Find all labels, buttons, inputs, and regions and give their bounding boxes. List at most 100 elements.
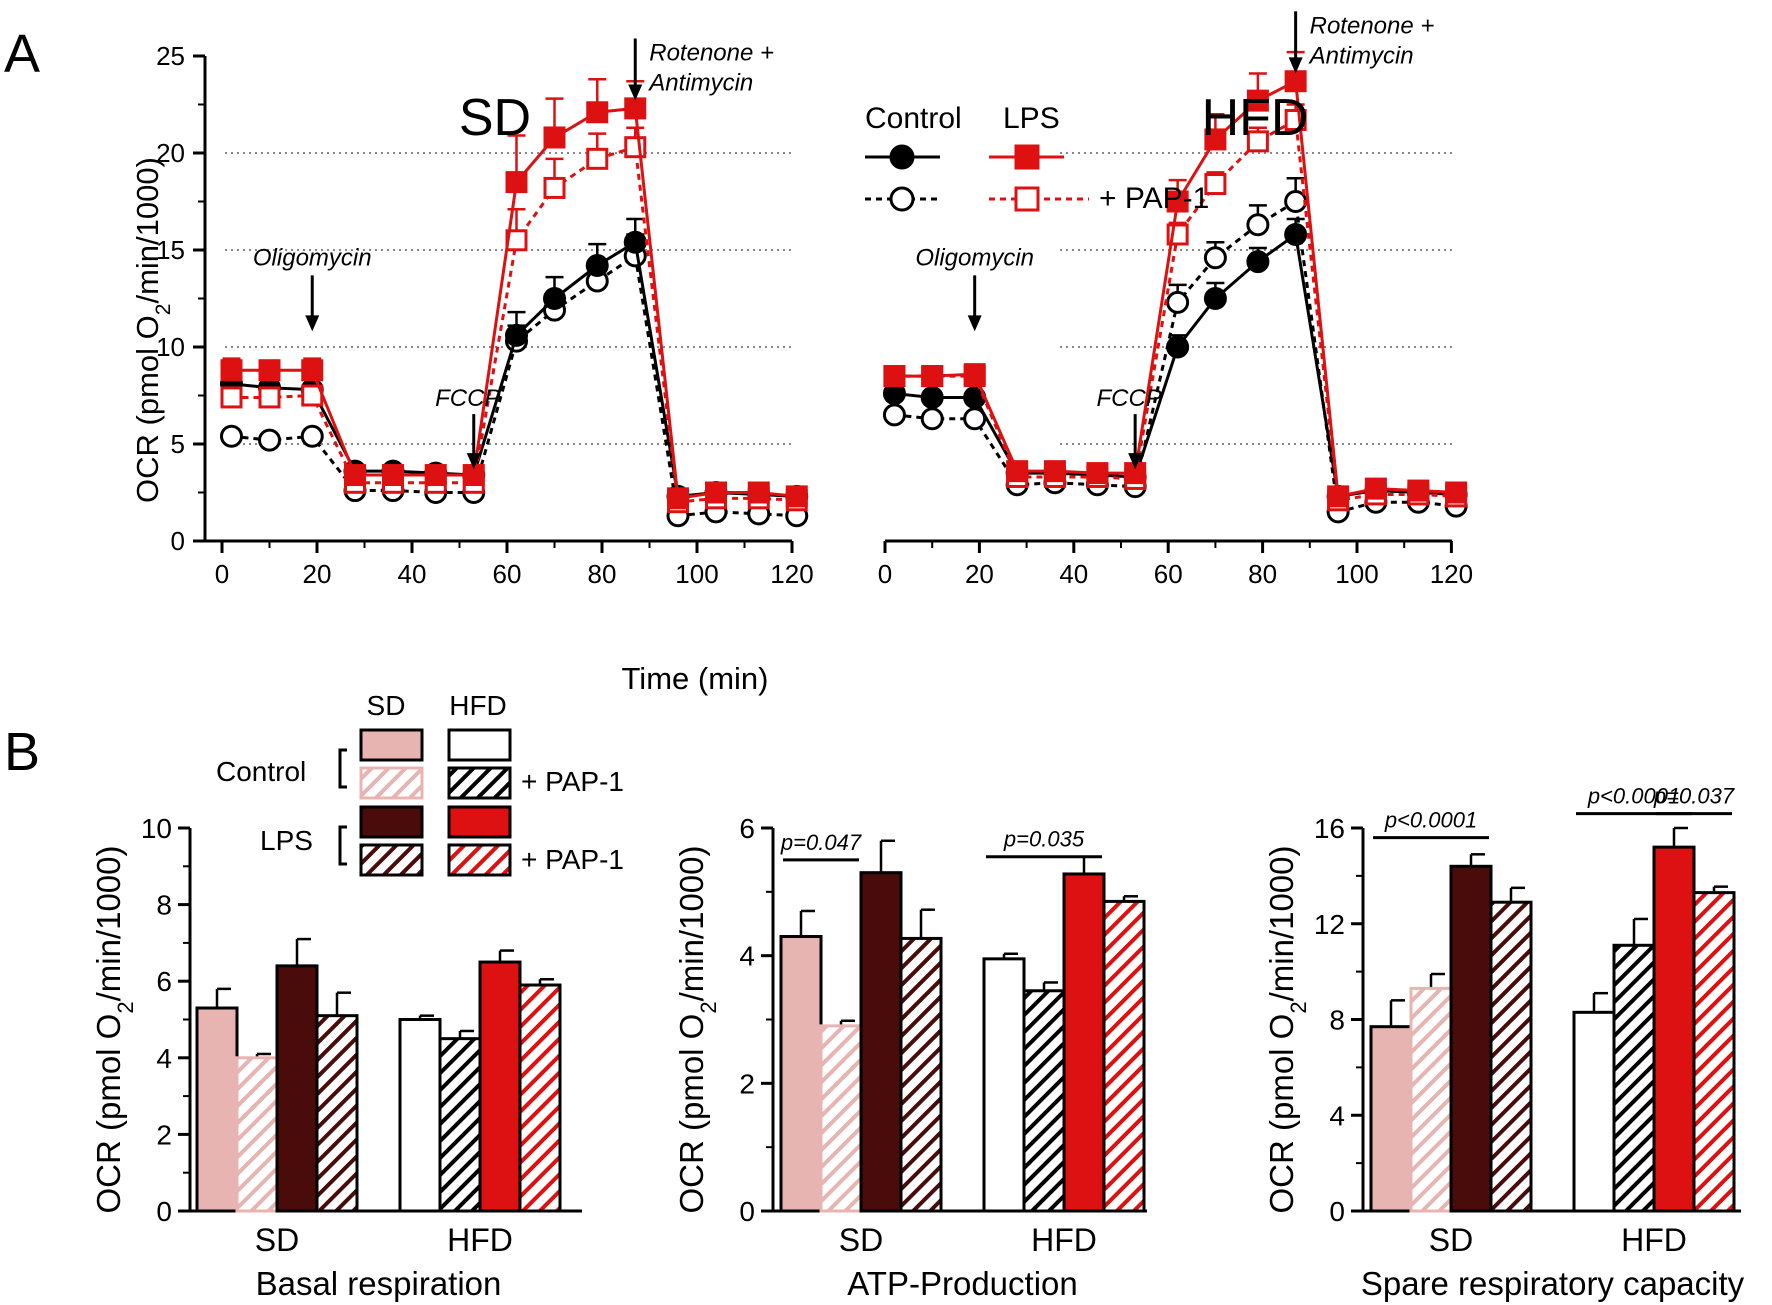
y-tick-label: 0: [171, 526, 185, 556]
annotation-oligomycin: Oligomycin: [253, 244, 372, 271]
significance-label: p=0.037: [1653, 784, 1735, 809]
data-point: [1246, 250, 1270, 274]
x-tick-label: 40: [1059, 559, 1088, 589]
legend-b: SD HFD Control LPS + PAP-1 + PAP-1: [216, 690, 624, 877]
data-point: [1364, 477, 1387, 500]
data-point: [258, 428, 281, 452]
data-point: [667, 487, 689, 510]
legend-lps-marker: [1014, 144, 1040, 170]
y-tick-label: 4: [739, 941, 755, 972]
y-tick-label: 15: [156, 235, 185, 265]
series-line-lps: [894, 78, 1457, 499]
legend-pap1-label: + PAP-1: [1099, 182, 1209, 215]
x-tick-label: 20: [303, 559, 332, 589]
legend-b-swatch-hfd-control: [447, 728, 512, 762]
legend-control-label: Control: [865, 102, 962, 135]
bar: [859, 871, 903, 1213]
category-label: SD: [255, 1222, 299, 1258]
y-tick-label: 0: [156, 1196, 172, 1227]
y-tick-label: 4: [1329, 1100, 1345, 1131]
y-axis-label: OCR (pmol O2/min/1000): [1263, 845, 1311, 1213]
bar: [1062, 872, 1106, 1213]
data-point: [920, 385, 944, 409]
x-axis-label: Time (min): [622, 661, 769, 696]
data-point: [220, 386, 243, 409]
data-point: [920, 407, 944, 431]
legend-b-bracket-lps: [338, 825, 347, 866]
legend-b-pap1: + PAP-1: [521, 766, 624, 797]
legend-b-row-control: Control: [216, 756, 306, 787]
data-point: [344, 464, 366, 487]
y-tick-label: 8: [156, 890, 172, 921]
x-tick-label: 0: [878, 559, 892, 589]
arrow-down-icon: [628, 84, 643, 101]
data-point: [747, 481, 770, 504]
legend-b-swatch-hfd-lps-pap: [447, 843, 512, 877]
data-point: [1166, 190, 1189, 213]
data-point: [220, 359, 243, 382]
data-point: [1445, 481, 1468, 504]
legend-a: Control LPS + PAP-1: [865, 102, 1209, 215]
data-point: [705, 481, 727, 504]
y-tick-label: 2: [739, 1068, 755, 1099]
bar: [195, 1006, 239, 1213]
data-point: [1203, 287, 1227, 310]
data-point: [220, 424, 243, 448]
bar: [235, 1056, 279, 1213]
sd-plot-title: SD: [459, 89, 531, 147]
annotation-fccp: FCCP: [435, 385, 500, 412]
legend-b-swatch-sd-control: [359, 728, 424, 762]
data-point: [785, 485, 808, 508]
category-label: SD: [839, 1222, 883, 1258]
x-tick-label: 0: [215, 559, 229, 589]
data-point: [1043, 460, 1066, 483]
bar: [1369, 1025, 1413, 1213]
annotation-antimycin: Antimycin: [647, 70, 753, 97]
y-tick-label: 0: [1329, 1196, 1345, 1227]
y-tick-label: 2: [156, 1119, 172, 1150]
data-point: [1006, 460, 1029, 483]
legend-lps-pap-marker: [1014, 186, 1040, 212]
x-tick-label: 40: [398, 559, 427, 589]
annotation-fccp: FCCP: [1096, 385, 1161, 412]
data-point: [1284, 222, 1308, 246]
panel-a: 0 20 40 60 80 100 120 0 5 10 15 20 25 0 20 40 60 80 100 120…: [130, 11, 1473, 696]
data-point: [543, 126, 566, 149]
annotation-antimycin: Antimycin: [1308, 42, 1414, 69]
chart-title: Spare respiratory capacity: [1361, 1265, 1745, 1302]
y-tick-label: 10: [141, 813, 172, 844]
legend-b-row-lps: LPS: [260, 825, 313, 856]
data-point: [921, 365, 944, 388]
data-point: [543, 287, 566, 310]
legend-b-swatch-sd-lps: [359, 805, 424, 839]
y-tick-label: 6: [156, 966, 172, 997]
data-point: [882, 403, 906, 427]
y-axis-label: OCR (pmol O2/min/1000): [90, 845, 138, 1213]
bar: [779, 935, 823, 1213]
y-tick-label: 12: [1314, 909, 1345, 940]
data-point: [624, 136, 647, 159]
grid-lines: [225, 152, 1452, 445]
y-tick-label: 8: [1329, 1005, 1345, 1036]
legend-b-swatch-sd-lps-pap: [359, 843, 424, 877]
data-point: [258, 359, 281, 382]
y-tick-label: 6: [739, 813, 755, 844]
data-point: [585, 254, 609, 278]
bar: [398, 1018, 442, 1213]
data-point: [1166, 290, 1190, 314]
data-point: [258, 386, 281, 409]
y-axis-label-a: OCR (pmol O2/min/1000): [130, 157, 175, 503]
arrow-down-icon: [466, 453, 481, 470]
legend-lps-label: LPS: [1003, 102, 1060, 135]
category-label: HFD: [1031, 1222, 1097, 1258]
arrow-down-icon: [967, 315, 982, 332]
chart-title: ATP-Production: [847, 1265, 1077, 1302]
data-point: [623, 230, 647, 254]
panel-b-letter: B: [4, 722, 40, 782]
bar: [1652, 845, 1696, 1213]
category-label: SD: [1429, 1222, 1473, 1258]
bar: [478, 960, 522, 1213]
